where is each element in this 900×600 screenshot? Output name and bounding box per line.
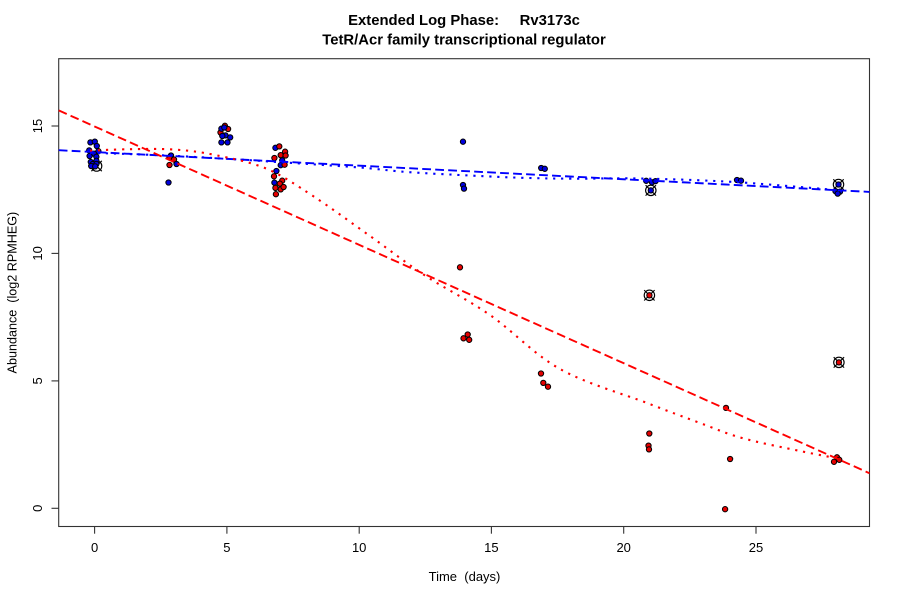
svg-text:15: 15	[484, 540, 498, 555]
svg-text:TetR/Acr family transcriptiona: TetR/Acr family transcriptional regulato…	[322, 33, 606, 49]
svg-text:Abundance (log2 RPMHEG): Abundance (log2 RPMHEG)	[6, 212, 20, 374]
svg-text:0: 0	[91, 540, 98, 555]
svg-text:20: 20	[616, 540, 630, 555]
svg-text:10: 10	[352, 540, 366, 555]
svg-text:5: 5	[30, 377, 45, 384]
svg-text:Extended Log Phase: Rv3173: Extended Log Phase: Rv3173c	[348, 13, 580, 29]
svg-text:0: 0	[30, 505, 45, 512]
svg-text:25: 25	[749, 540, 763, 555]
svg-text:10: 10	[30, 246, 45, 260]
svg-text:15: 15	[30, 119, 45, 133]
svg-text:5: 5	[223, 540, 230, 555]
svg-text:Time (days): Time (days)	[429, 569, 501, 584]
